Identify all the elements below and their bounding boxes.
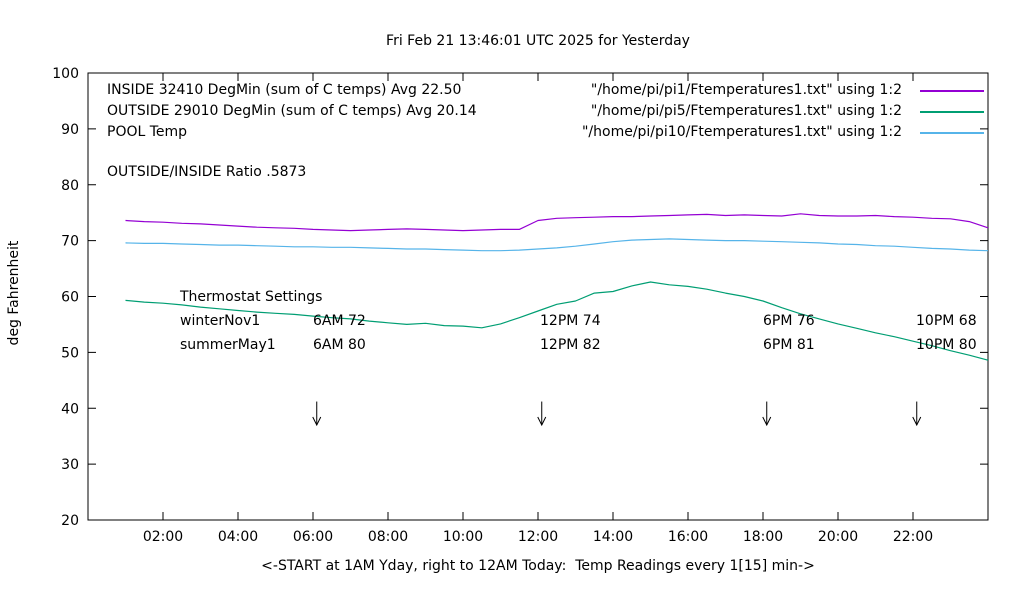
legend-file-pool: "/home/pi/pi10/Ftemperatures1.txt" using…: [581, 124, 902, 140]
thermostat-winter-6am: 6AM 72: [313, 313, 366, 329]
legend-label-pool: POOL Temp: [107, 124, 188, 140]
y-tick-label: 80: [61, 178, 79, 194]
y-tick-label: 30: [61, 457, 79, 473]
series-line-inside: [125, 213, 989, 232]
x-tick-label: 14:00: [593, 529, 633, 545]
legend-file-inside: "/home/pi/pi1/Ftemperatures1.txt" using …: [590, 82, 902, 98]
legend-line-sample-outside: [920, 111, 984, 113]
legend-row-outside: OUTSIDE 29010 DegMin (sum of C temps) Av…: [0, 103, 1020, 123]
y-tick-label: 70: [61, 234, 79, 250]
y-tick-label: 20: [61, 513, 79, 529]
y-tick-label: 90: [61, 122, 79, 138]
thermostat-change-arrow-head: [312, 416, 322, 427]
thermostat-change-arrow-head: [762, 416, 772, 427]
x-tick-label: 22:00: [893, 529, 933, 545]
thermostat-settings-title: Thermostat Settings: [180, 289, 323, 305]
x-axis-label: <-START at 1AM Yday, right to 12AM Today…: [261, 558, 815, 574]
legend-row-pool: POOL Temp "/home/pi/pi10/Ftemperatures1.…: [0, 124, 1020, 144]
x-tick-label: 12:00: [518, 529, 558, 545]
x-tick-label: 08:00: [368, 529, 408, 545]
thermostat-row-winter: winterNov1 6AM 72 12PM 74 6PM 76 10PM 68: [0, 313, 1020, 333]
thermostat-summer-12pm: 12PM 82: [540, 337, 601, 353]
outside-inside-ratio: OUTSIDE/INSIDE Ratio .5873: [107, 164, 307, 180]
x-tick-label: 04:00: [218, 529, 258, 545]
y-tick-label: 60: [61, 290, 79, 306]
y-axis-label: deg Fahrenheit: [6, 240, 22, 346]
thermostat-winter-10pm: 10PM 68: [916, 313, 977, 329]
y-tick-label: 100: [52, 66, 79, 82]
y-tick-label: 40: [61, 401, 79, 417]
x-tick-label: 10:00: [443, 529, 483, 545]
legend-label-inside: INSIDE 32410 DegMin (sum of C temps) Avg…: [107, 82, 462, 98]
x-tick-label: 02:00: [143, 529, 183, 545]
series-line-outside: [125, 281, 989, 361]
thermostat-winter-label: winterNov1: [180, 313, 261, 329]
thermostat-change-arrow-head: [537, 416, 547, 427]
y-tick-label: 50: [61, 345, 79, 361]
x-tick-label: 06:00: [293, 529, 333, 545]
legend-row-inside: INSIDE 32410 DegMin (sum of C temps) Avg…: [0, 82, 1020, 102]
thermostat-summer-label: summerMay1: [180, 337, 276, 353]
series-line-pool: [125, 238, 989, 252]
thermostat-change-arrow-head: [912, 416, 922, 427]
legend-label-outside: OUTSIDE 29010 DegMin (sum of C temps) Av…: [107, 103, 477, 119]
legend-line-sample-pool: [920, 132, 984, 134]
legend-file-outside: "/home/pi/pi5/Ftemperatures1.txt" using …: [590, 103, 902, 119]
thermostat-summer-6pm: 6PM 81: [763, 337, 815, 353]
thermostat-row-summer: summerMay1 6AM 80 12PM 82 6PM 81 10PM 80: [0, 337, 1020, 357]
thermostat-winter-12pm: 12PM 74: [540, 313, 601, 329]
chart-title: Fri Feb 21 13:46:01 UTC 2025 for Yesterd…: [386, 33, 690, 49]
thermostat-summer-10pm: 10PM 80: [916, 337, 977, 353]
thermostat-winter-6pm: 6PM 76: [763, 313, 815, 329]
x-tick-label: 16:00: [668, 529, 708, 545]
legend-line-sample-inside: [920, 90, 984, 92]
x-tick-label: 18:00: [743, 529, 783, 545]
x-tick-label: 20:00: [818, 529, 858, 545]
thermostat-summer-6am: 6AM 80: [313, 337, 366, 353]
